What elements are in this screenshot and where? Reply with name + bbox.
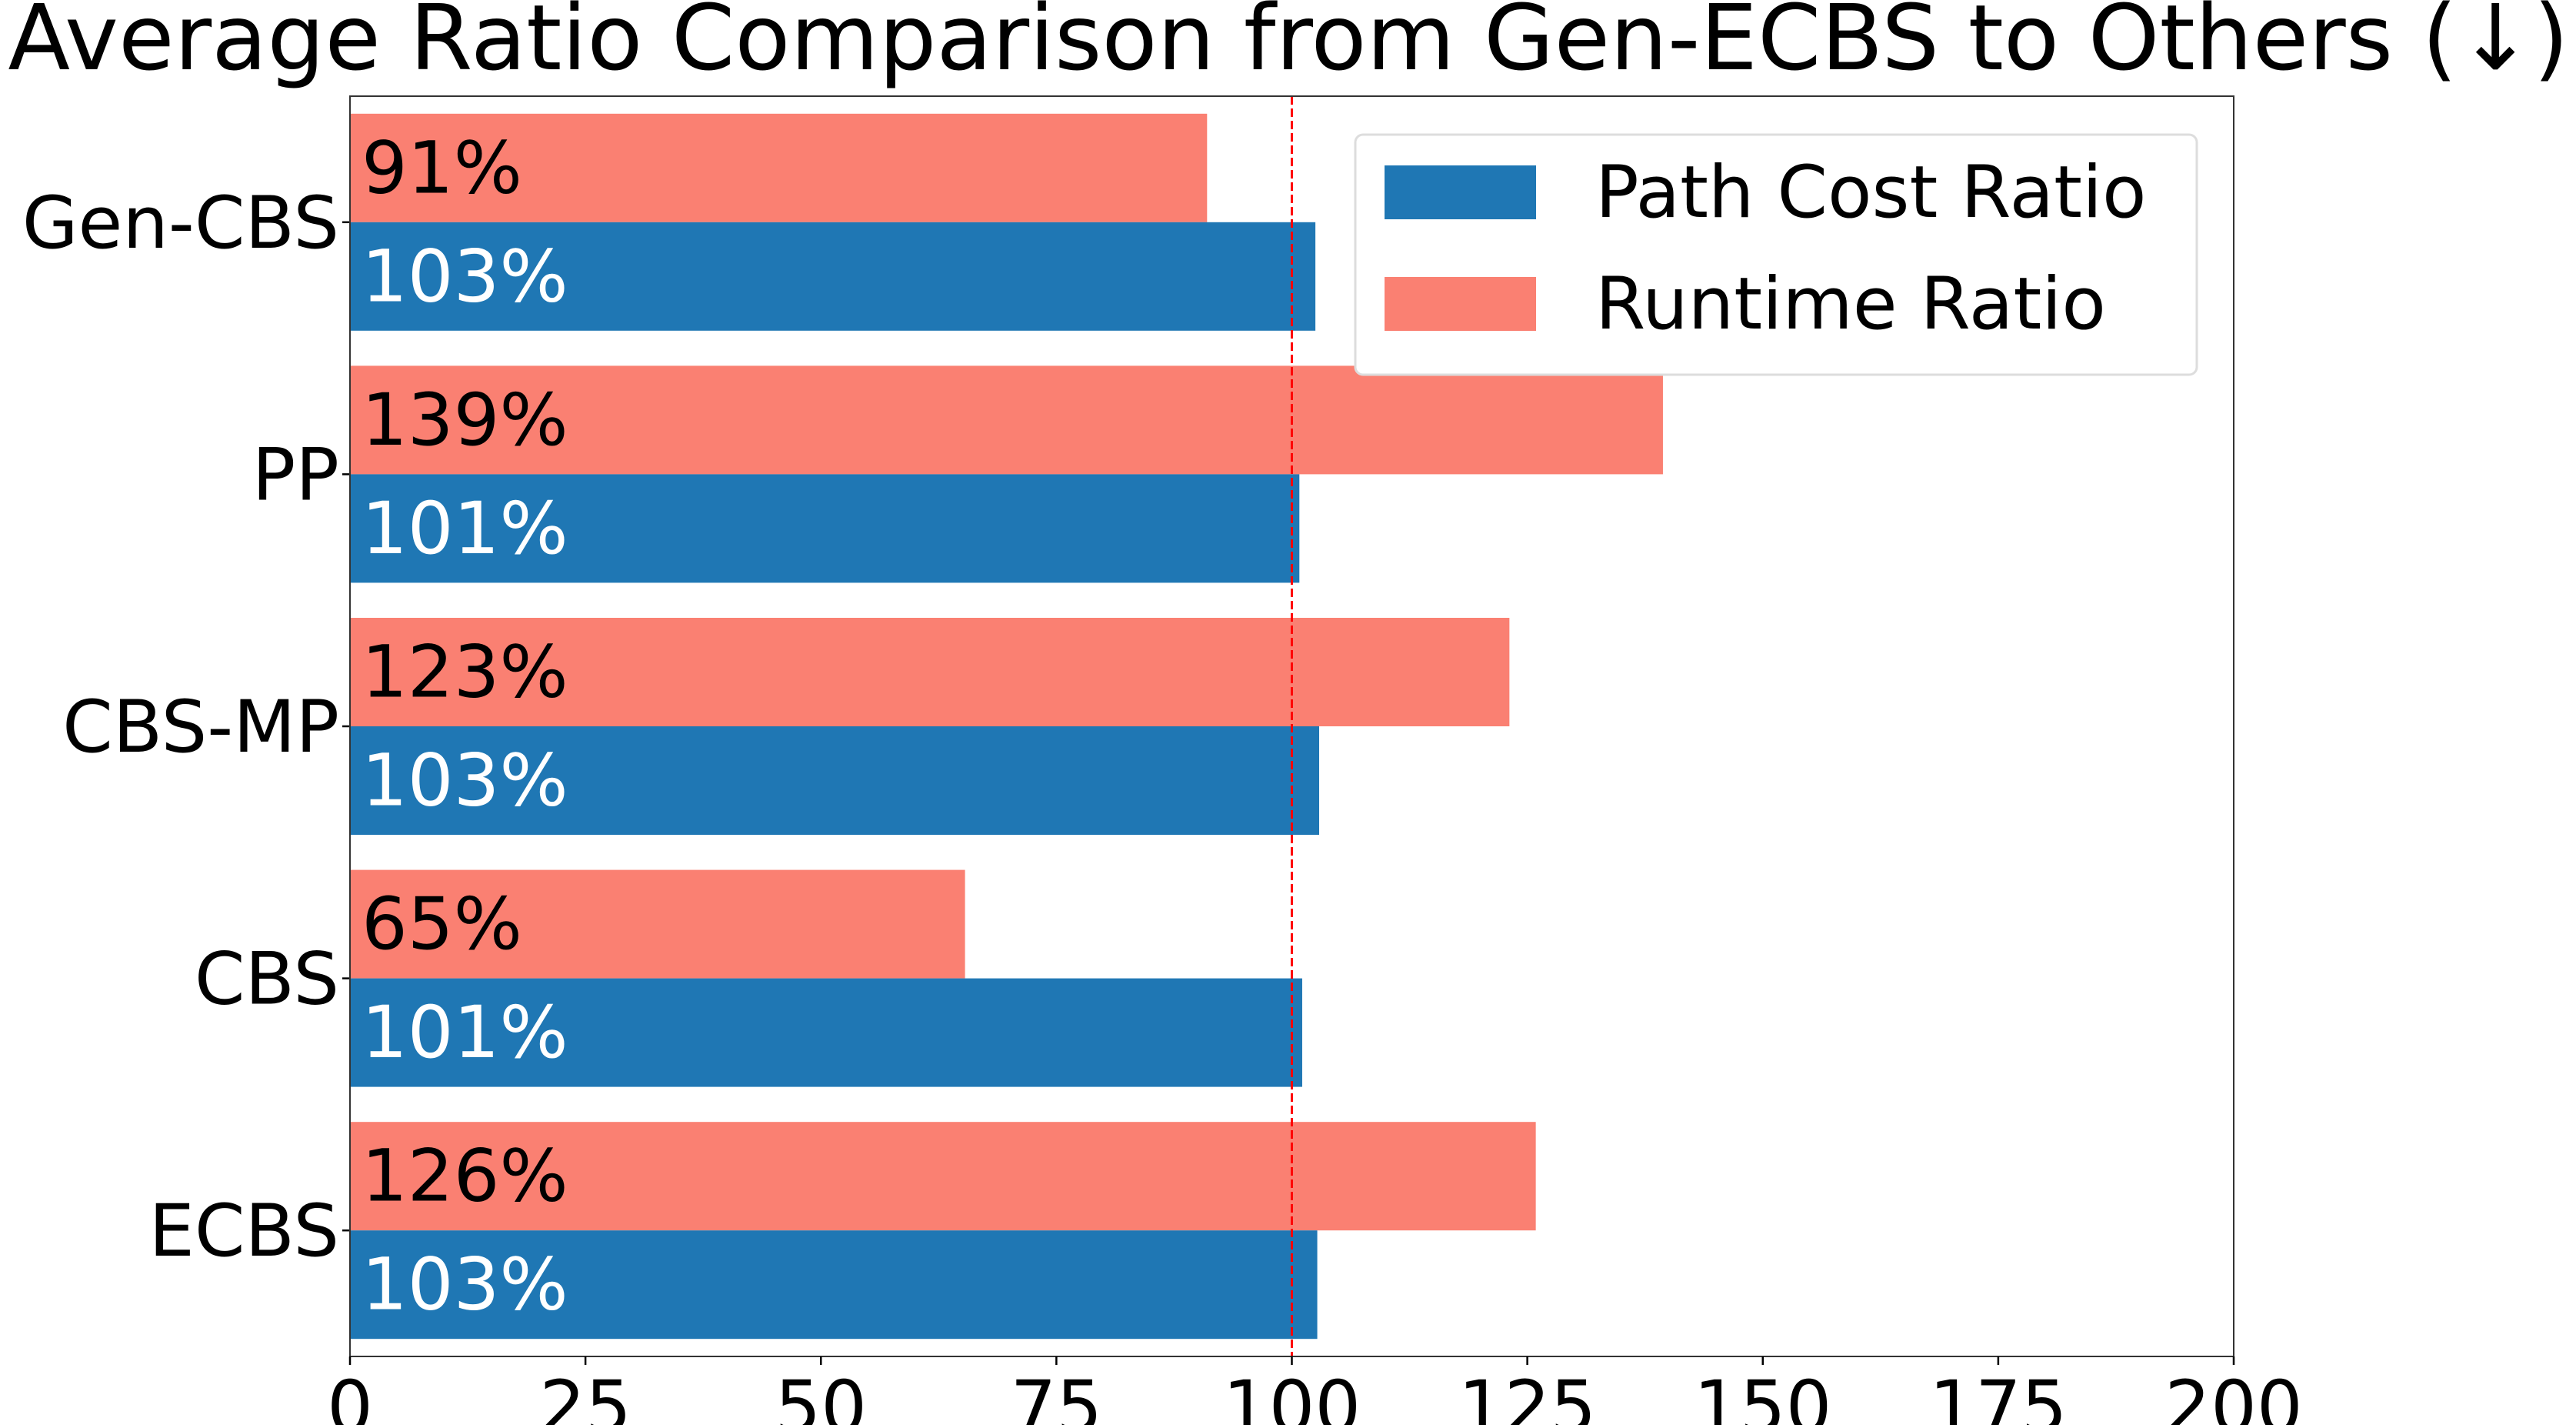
y-tick-label: CBS [195,938,339,1022]
plot-area: 91% 103% Gen-CBS 139% 101% PP 123% 103% CBS-MP 65… [22,95,2303,1428]
x-tick-label: 0 [327,1366,373,1425]
chart-legend: Path Cost Ratio Runtime Ratio [1354,133,2198,376]
runtime-bar [350,618,1510,726]
runtime-bar [350,1122,1536,1231]
y-tick-label: ECBS [148,1189,339,1273]
runtime-data-label: 91% [362,126,522,210]
x-tick-label: 50 [775,1366,867,1425]
path-cost-bar [350,222,1316,331]
path-cost-data-label: 103% [362,1243,568,1327]
runtime-data-label: 139% [362,379,568,462]
x-tick-label: 125 [1458,1366,1596,1425]
path-cost-data-label: 103% [362,739,568,823]
x-tick-label: 175 [1929,1366,2067,1425]
legend-swatch [1385,165,1536,219]
x-tick-label: 100 [1223,1366,1361,1425]
path-cost-data-label: 103% [362,235,568,319]
runtime-data-label: 123% [362,631,568,715]
path-cost-bar [350,726,1320,835]
runtime-bar [350,113,1208,222]
y-tick-label: PP [252,433,339,517]
chart-title: Average Ratio Comparison from Gen-ECBS t… [8,0,2568,91]
runtime-bar [350,869,965,979]
path-cost-bar [350,1230,1318,1340]
legend-box [1354,133,2198,376]
runtime-data-label: 65% [362,882,522,966]
path-cost-bar [350,474,1300,583]
legend-label: Path Cost Ratio [1595,151,2147,235]
runtime-data-label: 126% [362,1135,568,1219]
legend-swatch [1385,277,1536,331]
path-cost-data-label: 101% [362,991,568,1075]
x-tick-label: 200 [2164,1366,2302,1425]
path-cost-bar [350,978,1302,1087]
path-cost-data-label: 101% [362,487,568,571]
x-tick-label: 150 [1694,1366,1831,1425]
runtime-bar [350,365,1663,475]
legend-label: Runtime Ratio [1595,262,2106,346]
x-tick-label: 25 [539,1366,632,1425]
y-tick-label: Gen-CBS [22,182,339,265]
y-tick-label: CBS-MP [62,686,339,769]
x-tick-label: 75 [1011,1366,1103,1425]
